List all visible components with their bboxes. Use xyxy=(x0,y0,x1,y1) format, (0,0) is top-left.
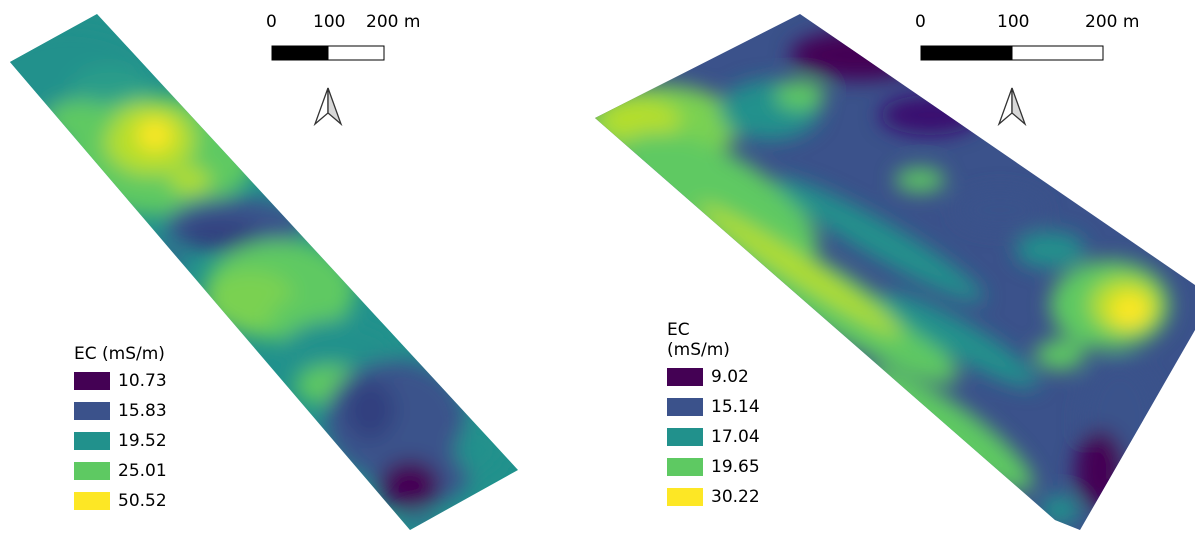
legend-value: 19.65 xyxy=(711,456,760,477)
left-legend-item: 19.52 xyxy=(74,427,167,454)
legend-value: 30.22 xyxy=(711,486,760,507)
left-legend-title: EC (mS/m) xyxy=(74,344,165,364)
legend-swatch xyxy=(74,401,110,420)
left-legend-item: 15.83 xyxy=(74,397,167,424)
left-legend-item: 50.52 xyxy=(74,487,167,514)
legend-swatch xyxy=(74,431,110,450)
legend-swatch xyxy=(667,397,703,416)
legend-value: 19.52 xyxy=(118,430,167,451)
legend-value: 10.73 xyxy=(118,370,167,391)
left-scale-label-0: 0 xyxy=(266,12,277,32)
left-legend-item: 25.01 xyxy=(74,457,167,484)
legend-value: 50.52 xyxy=(118,490,167,511)
legend-value: 15.14 xyxy=(711,396,760,417)
right-legend-title: EC (mS/m) xyxy=(667,320,730,360)
right-legend: EC (mS/m) 9.02 15.14 17.04 19.65 30.22 xyxy=(667,320,760,510)
left-legend: EC (mS/m) 10.73 15.83 19.52 25.01 50.52 xyxy=(74,344,167,514)
right-legend-item: 17.04 xyxy=(667,423,760,450)
legend-swatch xyxy=(667,427,703,446)
legend-value: 25.01 xyxy=(118,460,167,481)
legend-swatch xyxy=(74,461,110,480)
right-legend-item: 30.22 xyxy=(667,483,760,510)
right-legend-item: 9.02 xyxy=(667,363,760,390)
right-legend-item: 15.14 xyxy=(667,393,760,420)
left-scale-bar xyxy=(271,45,385,61)
right-scale-label-100: 100 xyxy=(997,12,1030,32)
legend-swatch xyxy=(667,457,703,476)
legend-swatch xyxy=(74,371,110,390)
right-scale-label-0: 0 xyxy=(915,12,926,32)
legend-value: 17.04 xyxy=(711,426,760,447)
legend-value: 15.83 xyxy=(118,400,167,421)
right-scale-label-200: 200 m xyxy=(1085,12,1140,32)
legend-swatch xyxy=(667,487,703,506)
left-north-arrow-icon xyxy=(313,87,343,127)
legend-swatch xyxy=(667,367,703,386)
right-north-arrow-icon xyxy=(997,87,1027,127)
right-scale-bar xyxy=(920,45,1104,61)
left-legend-item: 10.73 xyxy=(74,367,167,394)
right-legend-item: 19.65 xyxy=(667,453,760,480)
left-scale-label-100: 100 xyxy=(313,12,346,32)
legend-value: 9.02 xyxy=(711,366,749,387)
right-field-map xyxy=(595,14,1195,530)
legend-swatch xyxy=(74,491,110,510)
left-scale-label-200: 200 m xyxy=(366,12,421,32)
